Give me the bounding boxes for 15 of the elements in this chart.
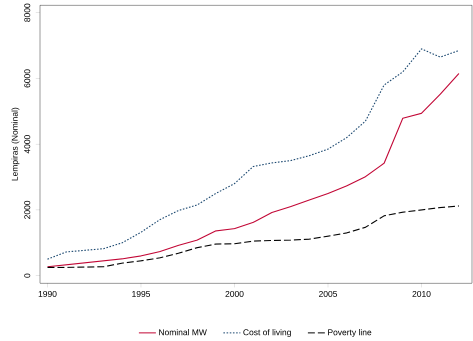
y-tick-label: 0 [24, 274, 30, 278]
legend-label: Poverty line [328, 329, 372, 338]
x-tick-label: 2005 [319, 291, 338, 298]
legend-label: Cost of living [243, 329, 291, 338]
y-tick-label: 4000 [24, 135, 30, 154]
y-tick-label: 6000 [24, 70, 30, 88]
x-tick-label: 2010 [412, 291, 431, 298]
y-tick-label: 8000 [24, 4, 30, 22]
y-tick-label: 2000 [24, 200, 30, 220]
line-series [46, 206, 460, 268]
x-tick-label: 1995 [132, 291, 150, 298]
y-axis-title: Lempiras (Nominal) [12, 108, 20, 181]
x-tick-label: 1990 [38, 291, 57, 298]
x-tick-label: 2000 [226, 291, 244, 298]
legend-label: Nominal MW [159, 329, 207, 336]
